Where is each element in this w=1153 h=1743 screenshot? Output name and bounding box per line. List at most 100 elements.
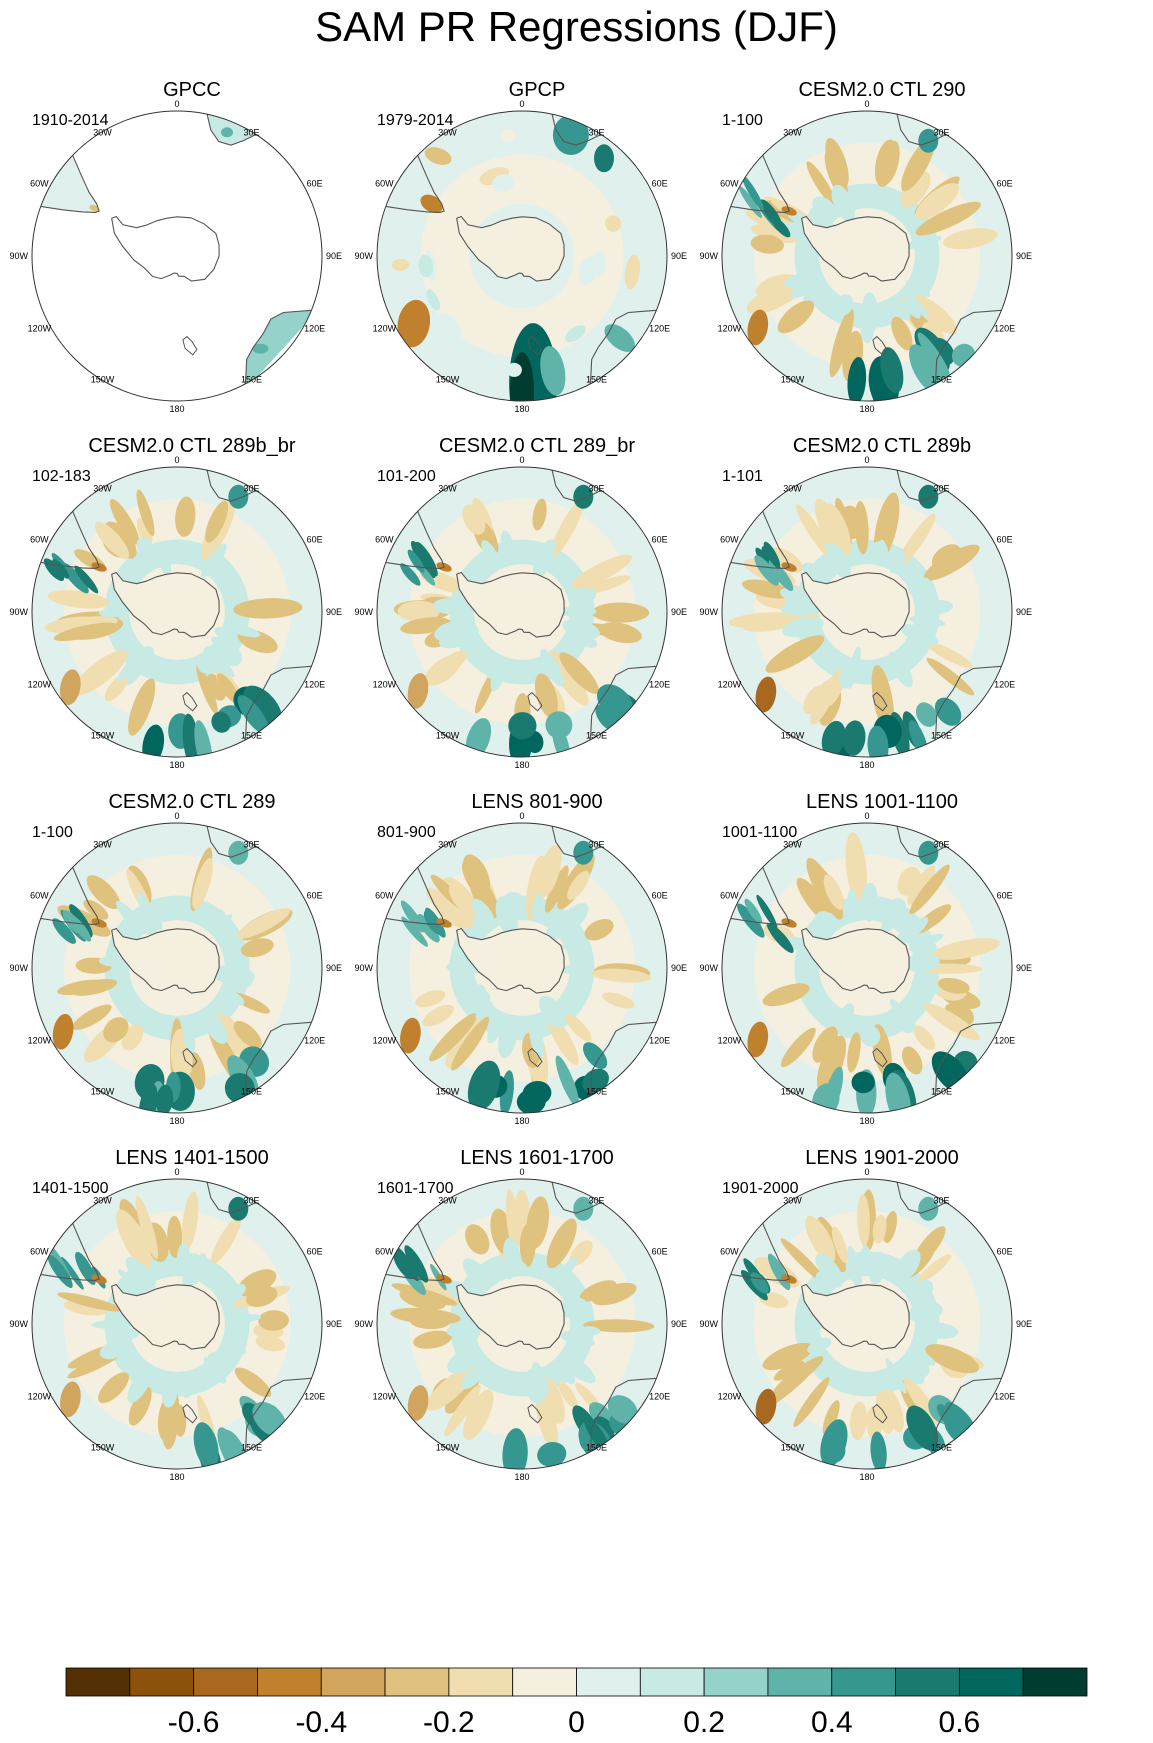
- meridian-label: 120W: [718, 1036, 742, 1046]
- coastlines: [730, 1182, 1002, 1453]
- panel-title: LENS 1401-1500: [115, 1147, 269, 1169]
- meridian-label: 120W: [28, 1036, 52, 1046]
- panel-period: 801-900: [377, 824, 436, 841]
- meridian-label: 120E: [994, 1036, 1015, 1046]
- panel-title: LENS 1001-1100: [806, 791, 958, 813]
- panel-title: CESM2.0 CTL 289: [108, 791, 276, 813]
- meridian-label: 150E: [586, 1443, 607, 1453]
- meridian-label: 180: [169, 404, 184, 414]
- meridian-label: 120E: [994, 680, 1015, 690]
- panel-period: 1001-1100: [722, 824, 798, 841]
- meridian-label: 60W: [30, 179, 49, 189]
- meridian-label: 150W: [91, 731, 115, 741]
- meridian-label: 150W: [781, 1087, 805, 1097]
- panel-period: 1-101: [722, 468, 763, 485]
- meridian-label: 90W: [354, 963, 373, 973]
- meridian-label: 90E: [1016, 1319, 1032, 1329]
- meridian-label: 0: [174, 1167, 179, 1177]
- meridian-label: 30W: [93, 127, 112, 137]
- meridian-label: 60E: [307, 1247, 323, 1257]
- meridian-label: 150W: [436, 375, 460, 385]
- map-panel: GPCC 0 30E 60E 90E 120E 150E 180 150W 120W 90W 60W 3…: [0, 0, 384, 414]
- meridian-label: 60W: [30, 891, 49, 901]
- meridian-label: 120E: [304, 1392, 325, 1402]
- coastlines: [730, 826, 1002, 1097]
- polar-map: 0 30E 60E 90E 120E 150E 180 150W 120W 90W 60W 30W: [699, 455, 1032, 770]
- panel-title: CESM2.0 CTL 289b_br: [88, 435, 296, 457]
- meridian-label: 0: [519, 455, 524, 465]
- meridian-label: 0: [519, 811, 524, 821]
- meridian-label: 30E: [933, 1195, 949, 1205]
- meridian-label: 60E: [652, 1247, 668, 1257]
- map-boundary: [721, 822, 1013, 1114]
- meridian-label: 90E: [671, 607, 687, 617]
- coastlines: [385, 114, 657, 385]
- meridian-label: 150E: [931, 1443, 952, 1453]
- precip-field: [32, 823, 322, 1113]
- coastlines: [40, 114, 312, 385]
- meridian-label: 90W: [9, 607, 28, 617]
- precip-field: [722, 467, 1012, 757]
- coastlines: [385, 826, 657, 1097]
- panel-title: LENS 1601-1700: [460, 1147, 614, 1169]
- map-boundary: [376, 1178, 668, 1470]
- meridian-label: 60W: [30, 535, 49, 545]
- map-boundary: [376, 110, 668, 402]
- meridian-label: 60W: [30, 1247, 49, 1257]
- meridian-label: 60W: [720, 535, 739, 545]
- polar-map: 0 30E 60E 90E 120E 150E 180 150W 120W 90W 60W 30W: [354, 811, 687, 1126]
- meridian-label: 120W: [718, 680, 742, 690]
- polar-map: 0 30E 60E 90E 120E 150E 180 150W 120W 90W 60W 30W: [9, 811, 342, 1126]
- meridian-label: 90E: [1016, 963, 1032, 973]
- meridian-label: 120E: [304, 1036, 325, 1046]
- coastlines: [40, 1182, 312, 1453]
- meridian-label: 120W: [718, 1392, 742, 1402]
- coastlines: [40, 470, 312, 741]
- panel-title: LENS 801-900: [471, 791, 603, 813]
- map-boundary: [31, 1178, 323, 1470]
- meridian-label: 30E: [243, 1195, 259, 1205]
- meridian-label: 90E: [671, 251, 687, 261]
- meridian-label: 150E: [241, 375, 262, 385]
- meridian-label: 120W: [28, 1392, 52, 1402]
- meridian-label: 30E: [243, 483, 259, 493]
- meridian-label: 150W: [91, 375, 115, 385]
- coastlines: [40, 826, 312, 1097]
- map-panel: CESM2.0 CTL 289b 0 30E 60E 90E 120E 150E 180 150…: [690, 356, 1074, 770]
- coastlines: [385, 1182, 657, 1453]
- map-boundary: [376, 822, 668, 1114]
- meridian-label: 0: [174, 99, 179, 109]
- meridian-label: 60W: [375, 179, 394, 189]
- meridian-label: 150W: [781, 1443, 805, 1453]
- meridian-label: 150E: [586, 731, 607, 741]
- meridian-label: 120E: [994, 324, 1015, 334]
- panel-title: CESM2.0 CTL 289b: [792, 435, 972, 457]
- meridian-label: 150E: [241, 1443, 262, 1453]
- polar-map: 0 30E 60E 90E 120E 150E 180 150W 120W 90W 60W 30W: [354, 1167, 687, 1482]
- panel-title: LENS 1901-2000: [805, 1147, 959, 1169]
- meridian-label: 180: [169, 1116, 184, 1126]
- map-panel: LENS 1001-1100 0 30E 60E 90E 120E 150E 180 150W 1…: [690, 712, 1074, 1126]
- meridian-label: 150W: [781, 731, 805, 741]
- meridian-label: 180: [859, 1472, 874, 1482]
- precip-field: [32, 1179, 322, 1469]
- meridian-label: 150W: [436, 1443, 460, 1453]
- meridian-label: 30E: [243, 839, 259, 849]
- polar-map: 0 30E 60E 90E 120E 150E 180 150W 120W 90W 60W 30W: [699, 811, 1032, 1126]
- meridian-label: 30E: [933, 483, 949, 493]
- panel-title: CESM2.0 CTL 289_br: [438, 435, 635, 457]
- meridian-label: 60E: [307, 891, 323, 901]
- meridian-label: 180: [859, 1116, 874, 1126]
- precip-field: [722, 1179, 1012, 1469]
- meridian-label: 90W: [699, 963, 718, 973]
- map-boundary: [721, 1178, 1013, 1470]
- meridian-label: 150W: [436, 1087, 460, 1097]
- meridian-label: 60E: [997, 1247, 1013, 1257]
- meridian-label: 60E: [307, 535, 323, 545]
- precip-field: [377, 1179, 667, 1469]
- panel-period: 1910-2014: [32, 112, 109, 129]
- meridian-label: 30W: [438, 1195, 457, 1205]
- meridian-label: 0: [864, 1167, 869, 1177]
- precip-field: [377, 467, 667, 757]
